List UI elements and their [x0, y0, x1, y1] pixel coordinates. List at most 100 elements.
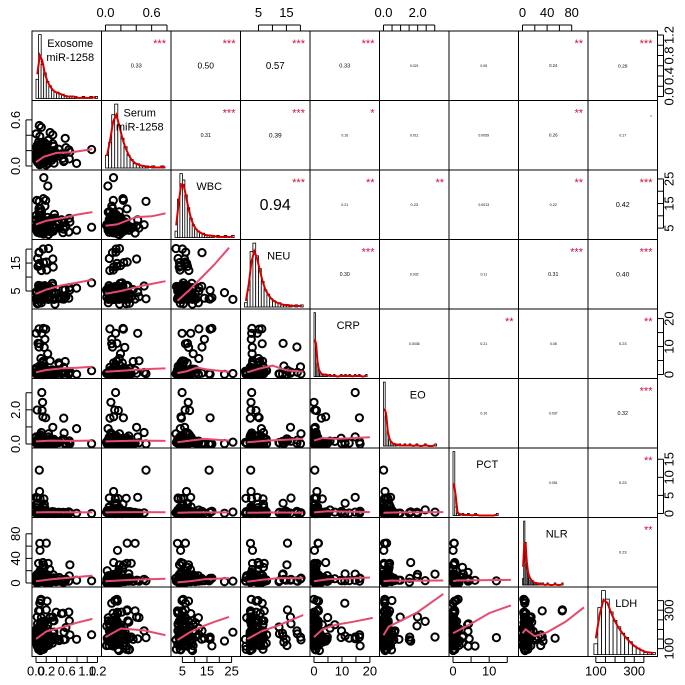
correlation-value: 0.037	[549, 411, 558, 415]
smoother-line-7-3	[247, 577, 304, 583]
scatter-point	[108, 368, 119, 379]
scatter-point	[107, 339, 117, 349]
smoother-line-4-2	[177, 366, 230, 375]
axis-tick-label: 5	[8, 287, 23, 294]
axis-tick-label: 15	[662, 196, 677, 210]
scatter-point	[455, 636, 465, 646]
axis-tick-label: 5	[179, 664, 186, 679]
scatter-point	[394, 634, 404, 644]
scatter-point	[193, 298, 203, 308]
scatter-point	[177, 575, 188, 585]
scatter-point	[309, 594, 319, 604]
scatter-point	[259, 606, 269, 616]
smoother-line-6-5	[383, 511, 444, 514]
scatter-point	[449, 571, 459, 581]
scatter-point	[228, 294, 238, 304]
scatter-point	[37, 328, 47, 338]
smoother-line-5-4	[313, 436, 370, 442]
scatter-point	[405, 632, 415, 642]
histogram-bar	[593, 643, 599, 655]
correlation-value: 0.0059	[478, 133, 489, 137]
scatter-point	[176, 412, 186, 422]
smoother-line-5-0	[35, 439, 93, 443]
scatter-point	[420, 616, 430, 627]
axis-tick-label: 25	[662, 172, 677, 186]
axis-tick-label: 25	[224, 664, 238, 679]
scatter-point	[282, 560, 292, 570]
scatter-point	[72, 634, 82, 644]
scatter-point	[122, 606, 132, 616]
scatter-point	[103, 438, 113, 448]
smoother-line-4-3	[247, 364, 304, 374]
scatter-point	[172, 606, 183, 616]
scatter-point	[103, 424, 113, 434]
correlation-value: 0.16	[341, 133, 348, 137]
scatter-point	[37, 387, 47, 398]
scatter-point	[132, 422, 142, 432]
scatter-point	[197, 342, 207, 352]
scatter-point	[204, 465, 214, 475]
scatter-point	[119, 258, 129, 268]
smoother-line-7-2	[177, 577, 230, 584]
scatter-point	[430, 569, 440, 579]
variable-label-exosome: miR-1258	[46, 52, 94, 64]
scatter-point	[39, 173, 49, 183]
scatter-point	[430, 632, 440, 642]
scatter-point	[38, 244, 48, 254]
scatter-point	[128, 634, 138, 645]
scatter-point	[282, 436, 293, 446]
scatter-point	[252, 492, 262, 502]
scatter-point	[38, 397, 48, 407]
scatter-point	[205, 413, 215, 423]
scatter-point	[35, 538, 45, 548]
axis-tick-label: 0	[310, 664, 317, 679]
axis-tick-label: 10	[335, 664, 349, 679]
scatter-point	[177, 606, 187, 616]
scatter-point	[120, 342, 130, 352]
scatter-point	[51, 223, 61, 233]
smoother-line-8-2	[176, 615, 230, 641]
density-curve-7	[522, 540, 563, 587]
scatter-point	[183, 397, 193, 407]
density-curve-2	[175, 183, 233, 238]
scatter-point	[177, 387, 187, 398]
axis-tick-label: 2.0	[8, 401, 23, 419]
smoother-line-5-2	[177, 437, 230, 444]
axis-tick-label: 15	[662, 452, 677, 466]
scatter-point	[64, 607, 74, 617]
scatter-point	[355, 508, 365, 518]
scatter-point	[111, 387, 121, 398]
scatter-point	[241, 493, 251, 503]
axis-tick-label: 0	[519, 5, 526, 20]
scatter-point	[309, 397, 319, 407]
smoother-line-2-0	[35, 211, 93, 226]
scatter-point	[124, 298, 135, 308]
scatter-point	[246, 486, 256, 497]
scatter-point	[247, 349, 257, 359]
scatter-point	[525, 613, 535, 623]
scatter-point	[228, 437, 238, 447]
scatter-point	[122, 204, 132, 214]
scatter-point	[178, 493, 189, 503]
variable-label-exosome: Exosome	[47, 38, 93, 50]
axis-tick-label: 0	[662, 510, 677, 517]
significance-stars: ***	[292, 177, 306, 189]
significance-stars: ***	[362, 38, 376, 50]
scatter-point	[173, 253, 183, 264]
scatter-point	[42, 596, 52, 606]
correlation-value: 0.30	[340, 272, 350, 278]
significance-stars: ***	[570, 247, 584, 259]
scatter-point	[173, 494, 183, 504]
scatter-point	[219, 288, 230, 298]
significance-stars: *	[370, 108, 375, 120]
axis-tick-label: 300	[623, 664, 645, 679]
scatter-point	[34, 280, 44, 290]
scatter-point	[449, 538, 459, 548]
histogram-bar	[244, 302, 248, 308]
scatter-point	[180, 422, 190, 432]
scatter-point	[194, 283, 204, 293]
scatter-point	[340, 576, 350, 586]
scatter-point	[219, 636, 230, 646]
scatter-point	[141, 465, 151, 475]
